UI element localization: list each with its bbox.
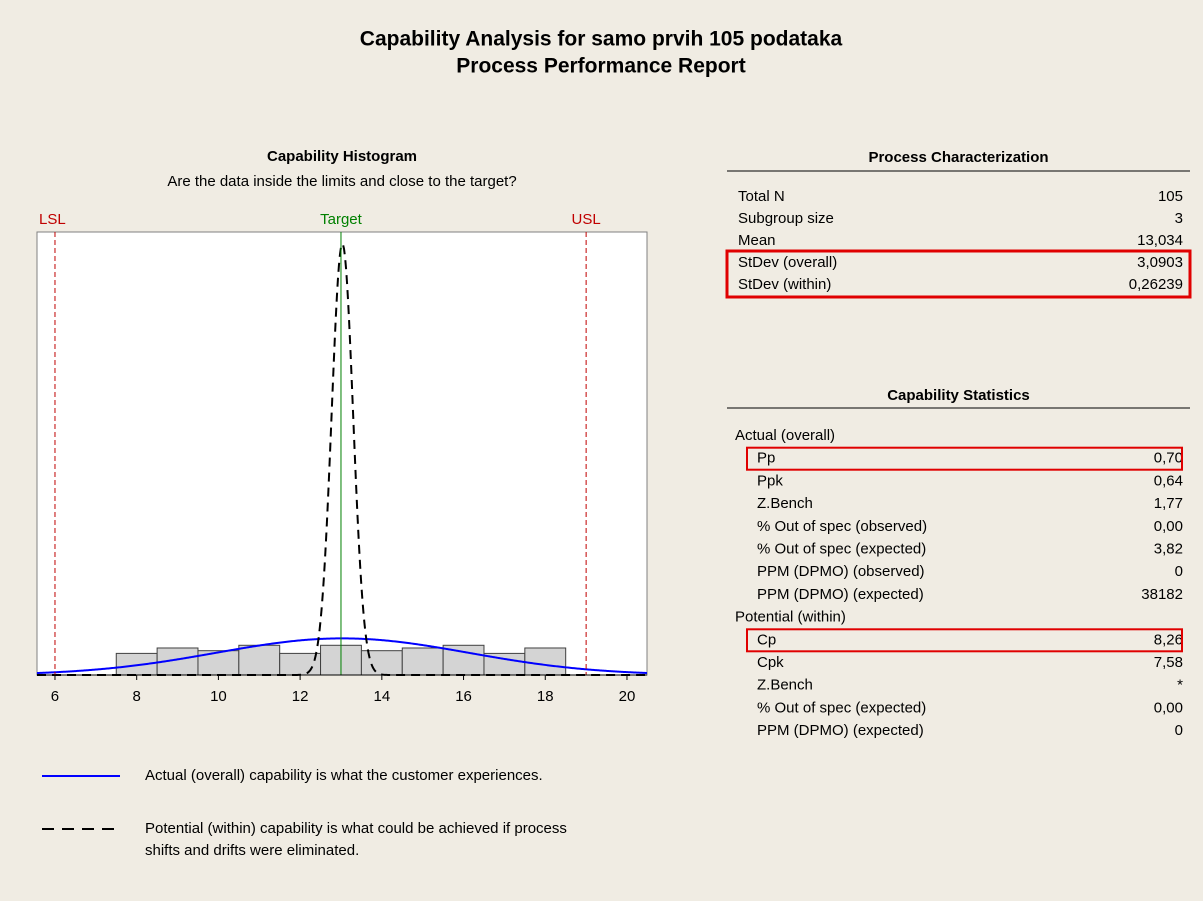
histogram-bar	[360, 650, 403, 676]
row-label: % Out of spec (expected)	[757, 540, 926, 557]
row-label: % Out of spec (expected)	[757, 699, 926, 716]
histogram-bar	[524, 647, 567, 676]
row-value: *	[1177, 677, 1183, 694]
histogram-bar	[401, 647, 444, 676]
row-value: 13,034	[1137, 232, 1183, 249]
x-tick-label: 16	[455, 688, 472, 705]
highlight-box	[725, 249, 1192, 299]
legend-label: shifts and drifts were eliminated.	[145, 842, 359, 859]
row-value: 0,26239	[1129, 276, 1183, 293]
x-tick-label: 10	[210, 688, 227, 705]
row-label: Cpk	[757, 654, 784, 671]
group-label: Actual (overall)	[735, 427, 835, 444]
row-label: Mean	[738, 232, 776, 249]
report-title: Capability Analysis for samo prvih 105 p…	[360, 28, 843, 51]
row-label: Cp	[757, 631, 776, 648]
spec-label: Target	[320, 211, 363, 228]
row-label: PPM (DPMO) (expected)	[757, 586, 924, 603]
x-tick-label: 8	[133, 688, 141, 705]
x-tick-label: 20	[619, 688, 636, 705]
row-value: 0	[1175, 722, 1183, 739]
row-label: Z.Bench	[757, 677, 813, 694]
row-label: Total N	[738, 188, 785, 205]
spec-label: USL	[572, 211, 601, 228]
row-label: PPM (DPMO) (expected)	[757, 722, 924, 739]
row-label: StDev (overall)	[738, 254, 837, 271]
row-value: 8,26	[1154, 631, 1183, 648]
group-label: Potential (within)	[735, 609, 846, 626]
row-value: 105	[1158, 188, 1183, 205]
row-label: Z.Bench	[757, 495, 813, 512]
chart-title: Capability Histogram	[267, 148, 417, 165]
row-value: 3,0903	[1137, 254, 1183, 271]
histogram-bar	[238, 644, 281, 676]
row-label: Subgroup size	[738, 210, 834, 227]
plot-area	[36, 231, 648, 676]
row-value: 0,64	[1154, 472, 1183, 489]
legend-label: Potential (within) capability is what co…	[145, 820, 567, 837]
row-value: 7,58	[1154, 654, 1183, 671]
x-tick-label: 6	[51, 688, 59, 705]
row-value: 0	[1175, 563, 1183, 580]
row-label: StDev (within)	[738, 276, 831, 293]
row-label: % Out of spec (observed)	[757, 518, 927, 535]
chart-subtitle: Are the data inside the limits and close…	[167, 173, 516, 190]
x-tick-label: 14	[373, 688, 390, 705]
row-value: 0,00	[1154, 699, 1183, 716]
row-label: Pp	[757, 450, 775, 467]
x-tick-label: 18	[537, 688, 554, 705]
x-tick-label: 12	[292, 688, 309, 705]
spec-label: LSL	[39, 211, 66, 228]
row-value: 0,00	[1154, 518, 1183, 535]
legend-label: Actual (overall) capability is what the …	[145, 767, 543, 784]
row-value: 1,77	[1154, 495, 1183, 512]
table-title: Capability Statistics	[887, 387, 1030, 404]
highlight-box	[746, 628, 1183, 653]
row-value: 3,82	[1154, 540, 1183, 557]
report-subtitle: Process Performance Report	[456, 55, 745, 78]
row-label: PPM (DPMO) (observed)	[757, 563, 925, 580]
row-value: 38182	[1141, 586, 1183, 603]
row-value: 0,70	[1154, 450, 1183, 467]
fit-curve	[36, 637, 648, 675]
row-value: 3	[1175, 210, 1183, 227]
row-label: Ppk	[757, 472, 783, 489]
table-title: Process Characterization	[868, 149, 1048, 166]
highlight-box	[746, 446, 1183, 471]
